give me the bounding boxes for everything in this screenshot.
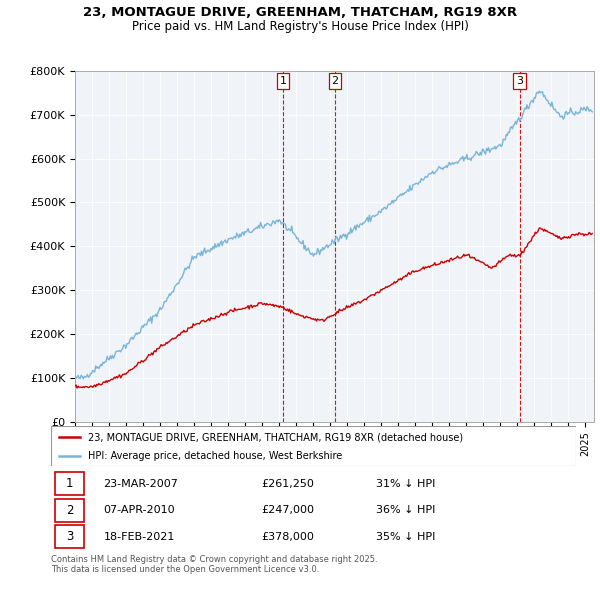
Bar (55, 525, 84, 548)
Text: £378,000: £378,000 (261, 532, 314, 542)
Text: 3: 3 (66, 530, 73, 543)
Text: HPI: Average price, detached house, West Berkshire: HPI: Average price, detached house, West… (88, 451, 342, 461)
Text: Contains HM Land Registry data © Crown copyright and database right 2025.
This d: Contains HM Land Registry data © Crown c… (51, 555, 377, 574)
Text: 1: 1 (280, 76, 286, 86)
Text: 07-APR-2010: 07-APR-2010 (104, 506, 175, 515)
Text: 35% ↓ HPI: 35% ↓ HPI (377, 532, 436, 542)
Text: 2: 2 (66, 504, 73, 517)
Text: 18-FEB-2021: 18-FEB-2021 (104, 532, 175, 542)
Text: 3: 3 (516, 76, 523, 86)
Text: 1: 1 (66, 477, 73, 490)
Text: Price paid vs. HM Land Registry's House Price Index (HPI): Price paid vs. HM Land Registry's House … (131, 20, 469, 33)
Text: 2: 2 (331, 76, 338, 86)
Text: 23-MAR-2007: 23-MAR-2007 (104, 479, 178, 489)
Text: 23, MONTAGUE DRIVE, GREENHAM, THATCHAM, RG19 8XR: 23, MONTAGUE DRIVE, GREENHAM, THATCHAM, … (83, 6, 517, 19)
Text: 31% ↓ HPI: 31% ↓ HPI (377, 479, 436, 489)
Text: £261,250: £261,250 (261, 479, 314, 489)
Text: 23, MONTAGUE DRIVE, GREENHAM, THATCHAM, RG19 8XR (detached house): 23, MONTAGUE DRIVE, GREENHAM, THATCHAM, … (88, 432, 463, 442)
Bar (55, 499, 84, 522)
Bar (55, 473, 84, 496)
Text: 36% ↓ HPI: 36% ↓ HPI (377, 506, 436, 515)
Text: £247,000: £247,000 (261, 506, 314, 515)
